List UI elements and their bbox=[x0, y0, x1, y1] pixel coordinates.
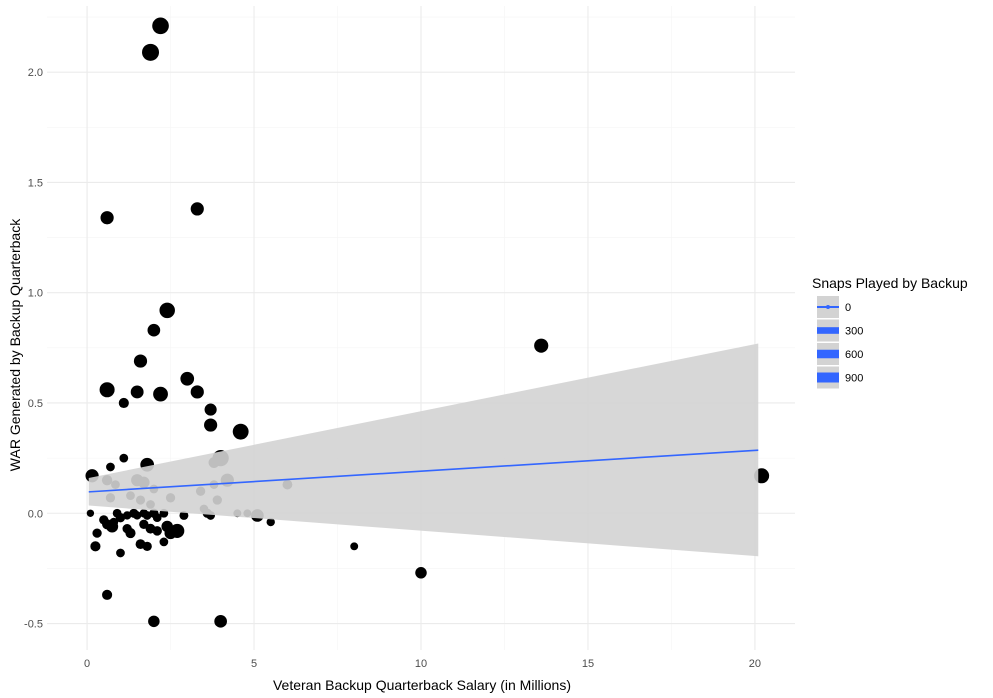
data-point bbox=[106, 462, 115, 472]
data-point bbox=[153, 386, 168, 402]
y-tick-label: -0.5 bbox=[24, 619, 43, 631]
data-point bbox=[125, 528, 136, 539]
confidence-band bbox=[88, 343, 759, 557]
legend-label: 300 bbox=[845, 326, 863, 338]
legend-key-point bbox=[826, 305, 830, 309]
y-axis-ticks: -0.5 0.0 0.5 1.0 1.5 2.0 bbox=[24, 67, 43, 630]
data-point bbox=[204, 403, 217, 416]
x-tick-label: 10 bbox=[415, 658, 427, 670]
legend-label: 900 bbox=[845, 373, 863, 385]
data-point bbox=[232, 423, 249, 440]
data-point bbox=[118, 397, 129, 409]
trend-line bbox=[88, 449, 759, 493]
data-point bbox=[159, 537, 169, 547]
legend-entry: 600 bbox=[817, 343, 863, 365]
y-axis-title: WAR Generated by Backup Quarterback bbox=[7, 218, 23, 471]
legend: Snaps Played by Backup 0 300 600 900 bbox=[812, 275, 968, 389]
legend-entries: 0 300 600 900 bbox=[817, 296, 863, 389]
data-point bbox=[190, 385, 204, 399]
major-gridlines bbox=[47, 6, 795, 650]
x-tick-label: 0 bbox=[84, 658, 90, 670]
legend-label: 0 bbox=[845, 302, 851, 314]
trend-line-group bbox=[88, 449, 759, 493]
data-point bbox=[130, 385, 144, 399]
data-point bbox=[133, 354, 148, 368]
data-point bbox=[132, 511, 142, 520]
data-point bbox=[179, 510, 189, 520]
data-point bbox=[214, 614, 227, 628]
data-point bbox=[159, 302, 175, 319]
legend-label: 600 bbox=[845, 349, 863, 361]
data-point bbox=[204, 418, 218, 432]
data-point bbox=[190, 202, 204, 216]
data-point bbox=[116, 548, 125, 558]
data-point bbox=[180, 371, 195, 386]
data-point bbox=[164, 527, 177, 540]
data-point bbox=[86, 509, 95, 517]
data-point bbox=[99, 382, 115, 398]
data-point bbox=[142, 541, 152, 551]
legend-title: Snaps Played by Backup bbox=[812, 275, 968, 291]
y-tick-label: 1.5 bbox=[28, 177, 43, 189]
y-tick-label: 2.0 bbox=[28, 67, 43, 79]
data-point bbox=[147, 323, 161, 337]
x-tick-label: 5 bbox=[251, 658, 257, 670]
y-tick-label: 1.0 bbox=[28, 288, 43, 300]
data-point bbox=[92, 528, 102, 538]
y-tick-label: 0.5 bbox=[28, 398, 43, 410]
x-axis-ticks: 0 5 10 15 20 bbox=[84, 658, 761, 670]
data-point bbox=[102, 589, 113, 600]
data-point bbox=[350, 542, 359, 551]
legend-entry: 0 bbox=[817, 296, 851, 318]
data-point bbox=[115, 513, 126, 523]
data-point bbox=[534, 338, 549, 353]
data-point bbox=[142, 43, 160, 61]
data-point bbox=[119, 453, 129, 463]
confidence-ribbon bbox=[88, 343, 759, 557]
data-point bbox=[106, 520, 119, 533]
y-tick-label: 0.0 bbox=[28, 508, 43, 520]
legend-entry: 900 bbox=[817, 366, 863, 389]
data-point bbox=[152, 513, 162, 523]
x-tick-label: 15 bbox=[582, 658, 594, 670]
x-axis-title: Veteran Backup Quarterback Salary (in Mi… bbox=[273, 677, 571, 693]
data-point bbox=[100, 211, 114, 225]
data-point bbox=[152, 17, 169, 35]
x-tick-label: 20 bbox=[749, 658, 761, 670]
data-point bbox=[415, 567, 427, 579]
data-point bbox=[266, 517, 275, 527]
data-point bbox=[148, 615, 160, 628]
data-point bbox=[152, 526, 162, 536]
legend-entry: 300 bbox=[817, 319, 863, 342]
data-point bbox=[90, 541, 101, 552]
